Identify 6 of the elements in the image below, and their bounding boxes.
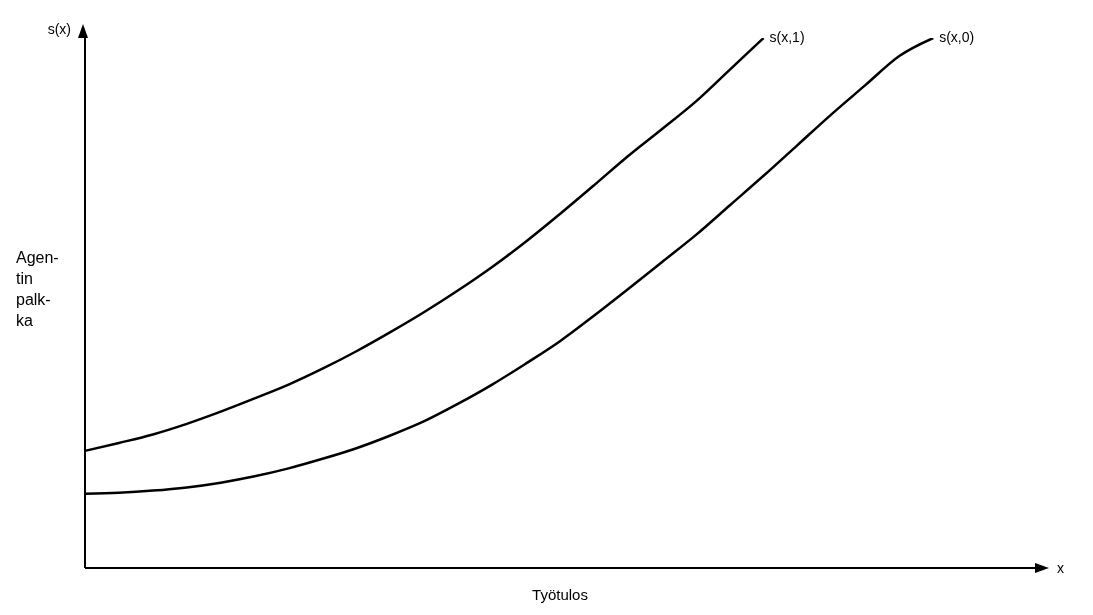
x-axis-title: Työtulos: [532, 586, 588, 603]
series-label: s(x,1): [769, 29, 805, 45]
text: s(x): [47, 21, 71, 37]
series-label: s(x,0): [939, 29, 975, 45]
y-axis-title: Agen- tin palk- ka: [16, 249, 59, 329]
text: x: [1057, 560, 1064, 576]
